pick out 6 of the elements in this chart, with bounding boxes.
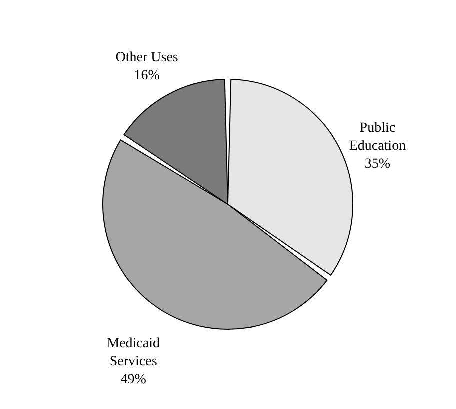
data-label: 35% (364, 157, 391, 172)
data-label: 49% (120, 372, 147, 388)
data-label: 16% (134, 68, 160, 84)
slice-label: Medicaid Services (107, 336, 160, 370)
slice-label: Public Education (349, 121, 406, 154)
slice-label: Other Uses (116, 50, 178, 66)
